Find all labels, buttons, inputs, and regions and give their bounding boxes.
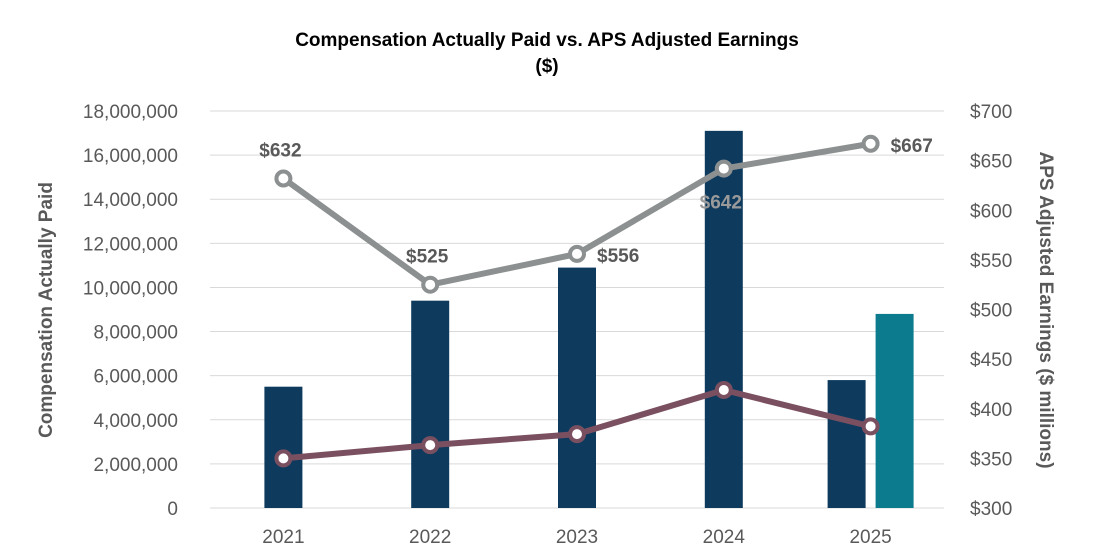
y2-tick-label: $550 (970, 251, 1012, 272)
bar (827, 380, 866, 508)
y-tick-label: 18,000,000 (83, 102, 178, 123)
bar (264, 386, 303, 508)
x-tick-label: 2025 (849, 527, 891, 548)
series-point (568, 244, 586, 263)
y-tick-label: 12,000,000 (83, 234, 178, 255)
y-tick-label: 0 (167, 499, 178, 520)
series-point (568, 425, 586, 444)
series-point (421, 275, 440, 294)
y2-axis-label: APS Adjusted Earnings ($ millions) (1035, 151, 1056, 468)
y2-tick-label: $700 (970, 102, 1012, 123)
series-point (861, 134, 880, 153)
y2-tick-label: $500 (970, 301, 1012, 322)
chart-title: Compensation Actually Paid vs. APS Adjus… (295, 30, 799, 51)
lines (274, 134, 880, 468)
chart-subtitle: ($) (535, 56, 558, 77)
y-tick-label: 14,000,000 (83, 190, 178, 211)
x-tick-label: 2024 (703, 527, 746, 548)
tick-labels: 0 2,000,000 4,000,000 6,000,000 8,000,000 10,… (83, 102, 1012, 548)
series-point (861, 417, 880, 436)
series-point (274, 169, 293, 188)
bar (704, 130, 743, 508)
y-tick-label: 2,000,000 (93, 455, 178, 476)
y2-tick-label: $350 (970, 449, 1012, 470)
y2-tick-label: $400 (970, 400, 1012, 421)
bar (411, 300, 450, 508)
y2-tick-label: $600 (970, 201, 1012, 222)
bar (558, 267, 596, 508)
x-tick-label: 2021 (262, 527, 304, 548)
data-label: $667 (891, 136, 933, 157)
series-point (274, 449, 293, 468)
x-tick-label: 2023 (556, 527, 598, 548)
bar (875, 313, 914, 508)
y-tick-label: 8,000,000 (93, 323, 178, 344)
x-tick-label: 2022 (409, 527, 451, 548)
series-point (714, 381, 733, 400)
y-axis-label: Compensation Actually Paid (36, 182, 57, 438)
data-label: $556 (597, 246, 639, 267)
y2-tick-label: $300 (970, 499, 1012, 520)
data-label: $525 (406, 247, 449, 268)
data-label: $642 (700, 193, 742, 214)
series-point (714, 159, 733, 178)
series-point (421, 436, 440, 455)
data-labels: $632 $525 $556 $642 $667 (259, 136, 933, 268)
y2-tick-label: $650 (970, 152, 1012, 173)
y-tick-label: 6,000,000 (93, 367, 178, 388)
y-tick-label: 4,000,000 (93, 411, 178, 432)
data-label: $632 (259, 140, 301, 161)
bars (264, 130, 914, 508)
y-tick-label: 16,000,000 (83, 146, 178, 167)
y-tick-label: 10,000,000 (83, 278, 178, 299)
y2-tick-label: $450 (970, 350, 1012, 371)
series-line (281, 140, 872, 288)
